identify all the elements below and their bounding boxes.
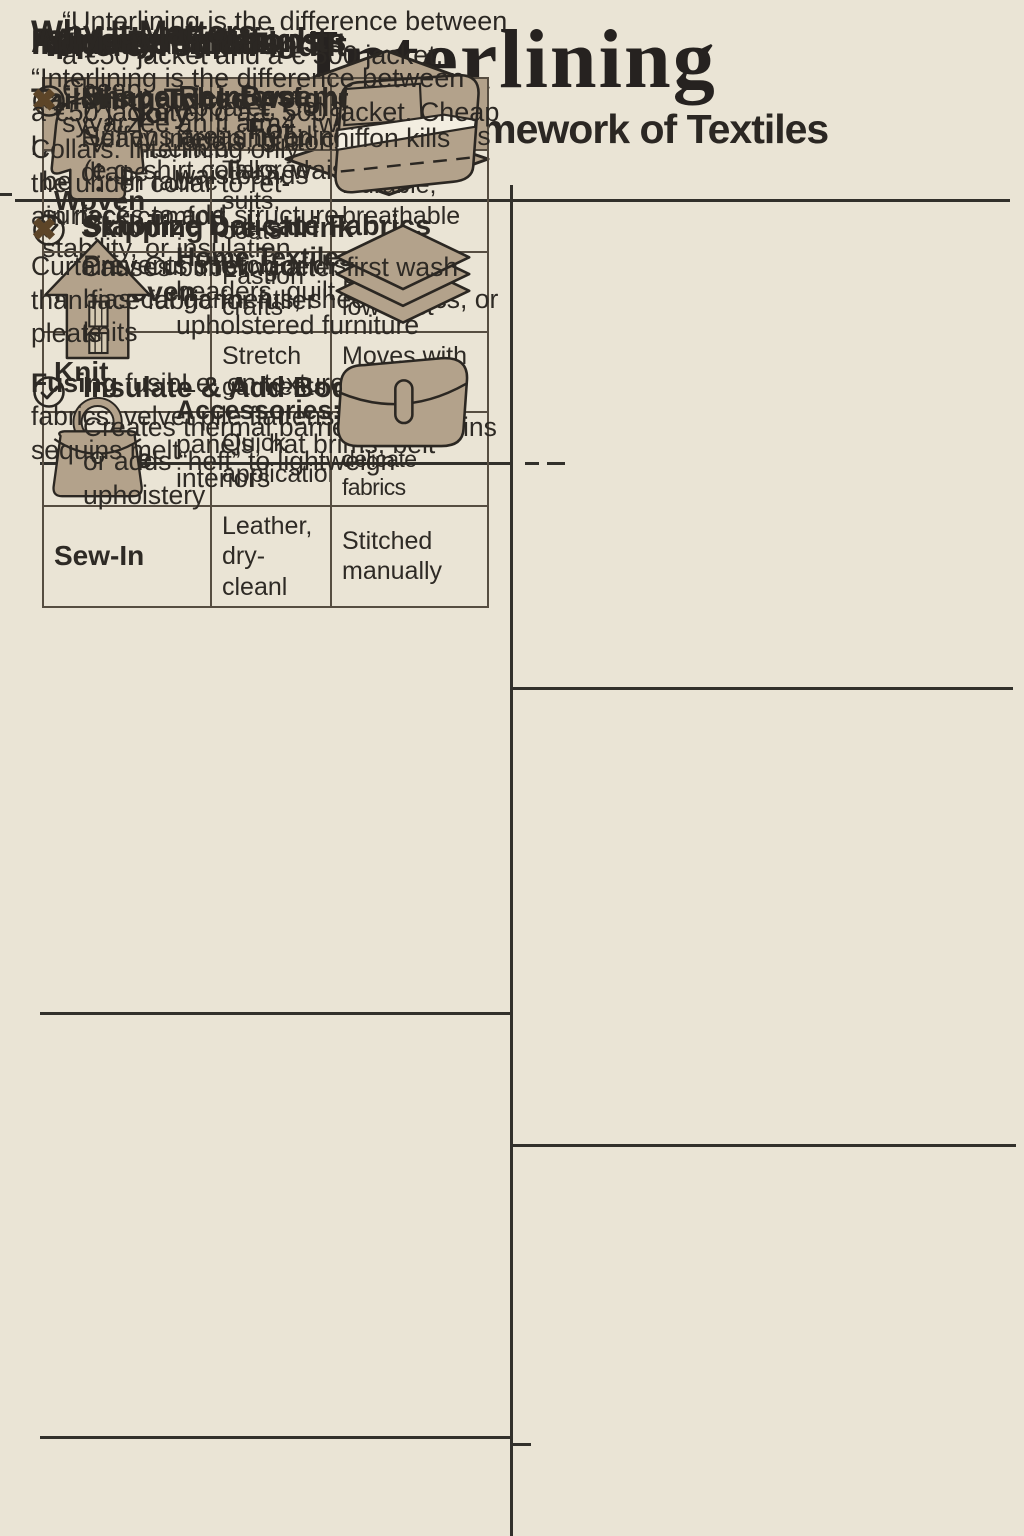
x-mark-icon: ✖: [31, 211, 57, 247]
insight-text: Collars: Interlining only the under coll…: [31, 134, 300, 232]
insight-item-curtains: Curtains: Cut inteviwider than face fabr…: [31, 250, 366, 351]
fabric-stack-icon: [328, 222, 478, 342]
col-header-best-for: Best For: [210, 77, 332, 151]
section-why-it-matters: Why It Matters “Interlining is the diffe…: [0, 0, 512, 163]
tailoring-tricks-subheading: Tailoring Tricks: [31, 83, 251, 116]
cell-category: Sew-In: [42, 504, 212, 609]
divider-left-2: [40, 1012, 511, 1015]
industry-pitfalls-heading: Industry Pitfalls: [31, 24, 278, 62]
house-icon: [34, 235, 162, 364]
application-insights-heading: Application Insights: [31, 22, 346, 60]
cell-best-for: Fastion crafts: [210, 250, 332, 333]
jacket-icon: [34, 85, 162, 211]
divider-vertical: [510, 185, 513, 1536]
cell-key-traits: Stitched manually: [330, 504, 489, 609]
list-item-skipping-pre-shrink: ✖ Skipping pre-shrink Causes bubbling af…: [31, 212, 512, 285]
divider-artifact: [513, 1443, 531, 1446]
divider-artifact: [525, 462, 539, 465]
divider-right-1: [513, 687, 1013, 690]
pitfall-title: Skipping pre-shrink: [81, 211, 354, 244]
find-item-lead: Accessories:: [176, 395, 341, 425]
list-item-stabilize-fabrics: Stabilize Delicate Fabrics Prevents stre…: [31, 210, 512, 350]
list-item-mismatched-weight: ✖ Mismatched weight Heavy interlining on…: [31, 83, 512, 190]
why-it-matters-heading: Why It Matters: [31, 14, 257, 52]
pitfall-body: Causes bubbling after first wash: [81, 251, 459, 282]
divider-artifact: [547, 462, 565, 465]
where-heading: Where You’ll Find It: [42, 26, 347, 64]
collar-icon: [315, 70, 487, 204]
clutch-bag-icon: [322, 348, 484, 460]
insight-text: Curtains: Cut inteviwider than face fabr…: [31, 250, 319, 349]
cell-best-for: Tallored suits, coats: [210, 149, 332, 253]
pitfall-title: Mismatched weight: [81, 83, 349, 115]
cell-best-for: Quick application: [210, 410, 332, 507]
core-definition-heading: Core Definition: [42, 24, 279, 62]
table-row: Sew-In Leather, dry-cleanl Stitched manu…: [42, 504, 489, 609]
function-item-text: Stabilize Delicate Fabrics Prevents stre…: [83, 210, 498, 350]
insight-item-collars: Collars: Interlining only the under coll…: [31, 133, 366, 234]
cell-best-for: Stretch garments: [210, 330, 332, 413]
insight-item-fusing: Fusing fusibLe· on textured fabrics, vel…: [31, 367, 366, 468]
primary-functions-heading: Primary Functions: [31, 22, 322, 60]
section-industry-pitfalls: Industry Pitfalls ✖ Mismatched weight He…: [0, 0, 512, 282]
function-title: Stabilize Delicate Fabrics: [83, 209, 432, 242]
divider-right-2: [513, 1144, 1016, 1147]
pitfall-body: Heavy interlining on chiffon kills drape: [81, 123, 451, 187]
check-circle-icon: [31, 212, 67, 350]
find-item-lead: Home Textiles:: [176, 242, 363, 272]
pitfall-item-text: Mismatched weight Heavy interlining on c…: [81, 83, 450, 190]
section-application-insights: Application Insights Tailoring Tricks Co…: [0, 0, 512, 465]
check-circle-icon: [31, 83, 67, 188]
quote-text: “Interlining is the difference between a…: [31, 63, 500, 161]
function-title: Shape Reinforcement: [83, 81, 382, 113]
divider-left-3: [40, 1436, 511, 1439]
function-title: Insulate & Add Body: [83, 371, 366, 404]
material-types-heading: Material Types: [42, 22, 269, 60]
x-mark-icon: ✖: [31, 83, 57, 118]
insight-lead: Fusing: [31, 367, 118, 398]
check-circle-icon: [31, 374, 67, 512]
divider-artifact: [0, 193, 12, 196]
handbag-icon: [34, 388, 162, 504]
pitfalls-list: ✖ Mismatched weight Heavy interlining on…: [31, 83, 512, 285]
cell-best-for: Leather, dry-cleanl: [210, 504, 332, 609]
pitfall-item-text: Skipping pre-shrink Causes bubbling afte…: [81, 212, 458, 285]
